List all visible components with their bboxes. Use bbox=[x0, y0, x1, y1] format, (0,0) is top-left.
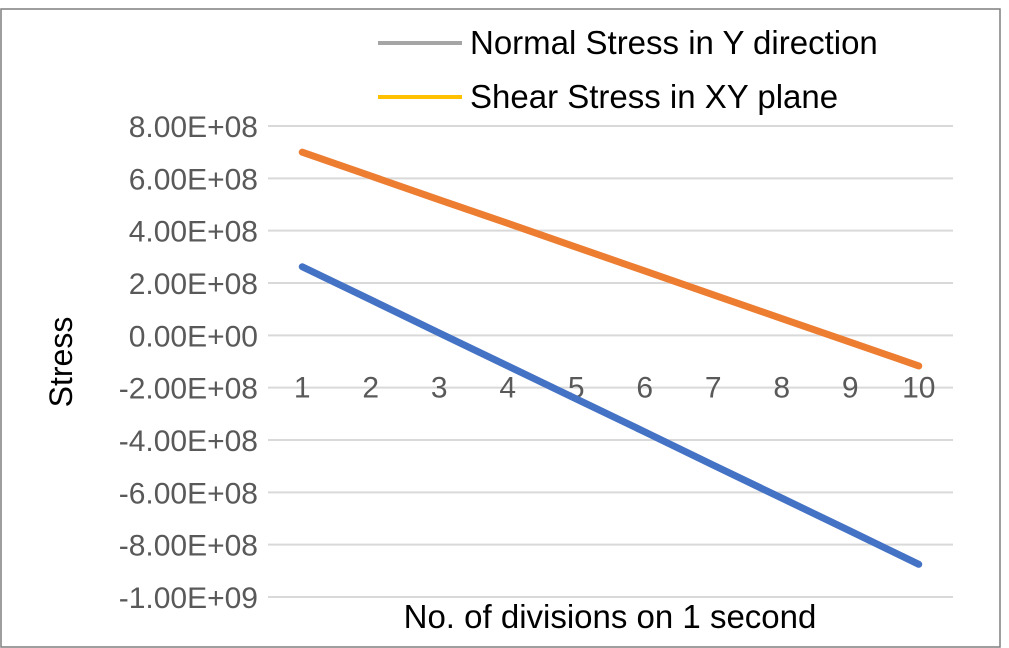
x-tick-label: 3 bbox=[431, 371, 448, 404]
y-tick-label: 4.00E+08 bbox=[129, 216, 258, 249]
x-tick-label: 4 bbox=[499, 371, 516, 404]
x-axis-tick-labels: 1 2 3 4 5 6 7 8 9 10 bbox=[294, 371, 936, 404]
y-tick-label: 8.00E+08 bbox=[129, 111, 258, 144]
x-tick-label: 1 bbox=[294, 371, 311, 404]
y-axis-title: Stress bbox=[43, 317, 79, 408]
y-tick-label: -8.00E+08 bbox=[119, 530, 258, 563]
legend-label-normal-stress: Normal Stress in Y direction bbox=[470, 24, 878, 61]
y-tick-label: -6.00E+08 bbox=[119, 477, 258, 510]
series-line-0 bbox=[298, 263, 923, 568]
x-tick-label: 2 bbox=[362, 371, 379, 404]
x-tick-label: 7 bbox=[705, 371, 722, 404]
x-tick-label: 8 bbox=[773, 371, 790, 404]
chart-frame-border bbox=[0, 8, 1001, 648]
y-tick-label: -2.00E+08 bbox=[119, 373, 258, 406]
y-tick-label: 2.00E+08 bbox=[129, 268, 258, 301]
x-tick-label: 9 bbox=[842, 371, 859, 404]
x-axis-title: No. of divisions on 1 second bbox=[404, 598, 817, 635]
series-lines bbox=[298, 148, 923, 568]
y-axis-tick-labels: 8.00E+08 6.00E+08 4.00E+08 2.00E+08 0.00E+00… bbox=[119, 111, 258, 615]
x-tick-label: 6 bbox=[636, 371, 653, 404]
legend: Normal Stress in Y direction Shear Stres… bbox=[378, 24, 878, 115]
x-tick-label: 10 bbox=[902, 371, 935, 404]
y-tick-label: 0.00E+00 bbox=[129, 320, 258, 353]
y-tick-label: -1.00E+09 bbox=[119, 582, 258, 615]
y-tick-label: -4.00E+08 bbox=[119, 425, 258, 458]
y-tick-label: 6.00E+08 bbox=[129, 163, 258, 196]
series-line-1 bbox=[298, 148, 923, 370]
legend-label-shear-stress: Shear Stress in XY plane bbox=[470, 78, 838, 115]
